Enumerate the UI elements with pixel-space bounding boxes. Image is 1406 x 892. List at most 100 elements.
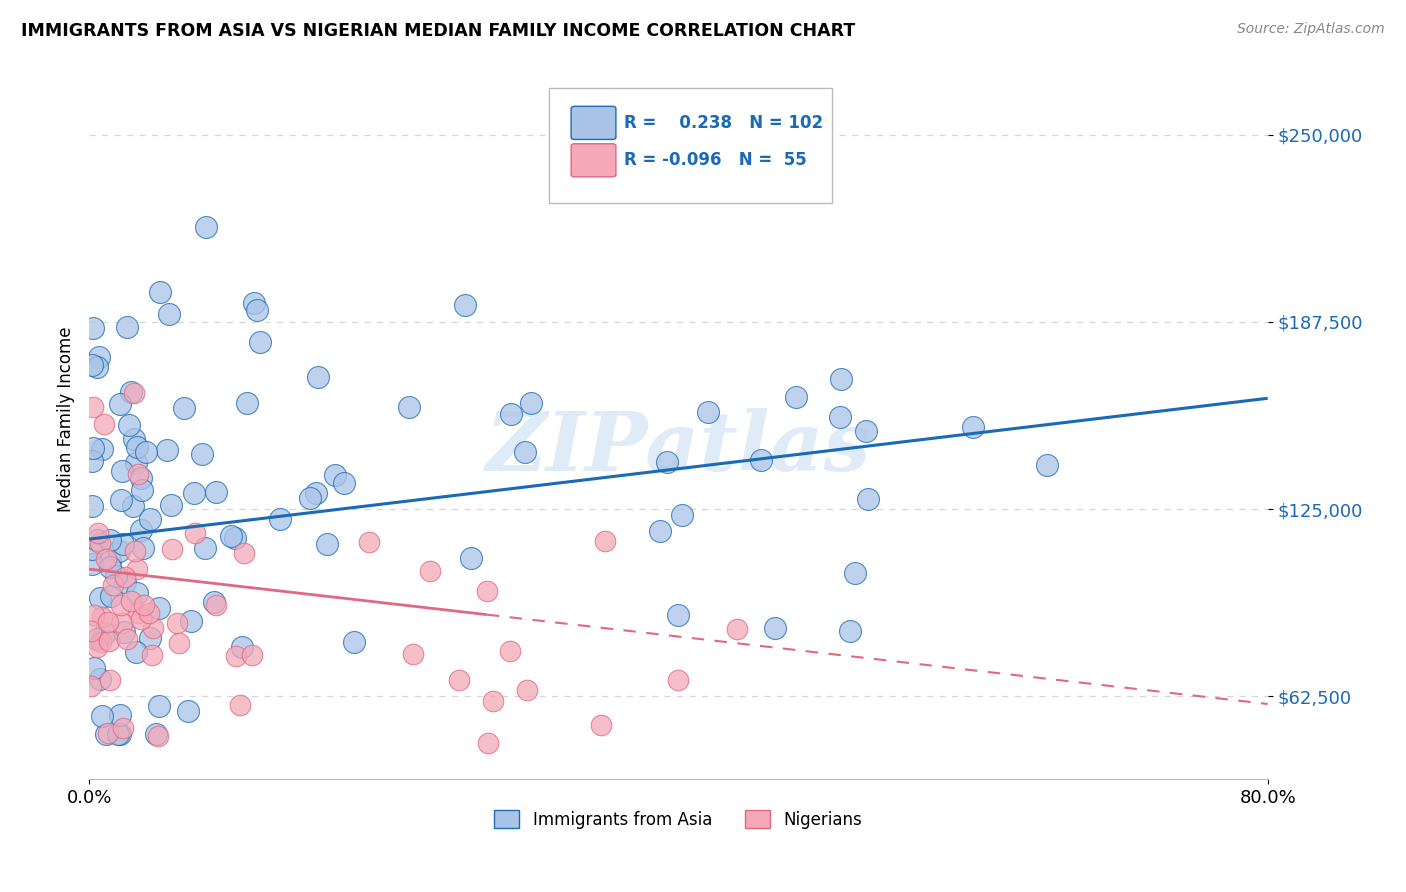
Point <box>666 673 689 687</box>
Point <box>146 729 169 743</box>
Point <box>149 285 172 299</box>
Legend: Immigrants from Asia, Nigerians: Immigrants from Asia, Nigerians <box>488 804 869 835</box>
Point <box>86 640 108 654</box>
Point <box>194 541 217 555</box>
Point <box>183 526 205 541</box>
Point <box>108 727 131 741</box>
Point <box>763 621 786 635</box>
Point <box>86 632 108 646</box>
Point <box>110 615 132 630</box>
Text: IMMIGRANTS FROM ASIA VS NIGERIAN MEDIAN FAMILY INCOME CORRELATION CHART: IMMIGRANTS FROM ASIA VS NIGERIAN MEDIAN … <box>21 22 855 40</box>
Point <box>110 599 132 613</box>
Point <box>114 575 136 590</box>
Point <box>224 531 246 545</box>
Point <box>127 607 149 621</box>
Point <box>131 483 153 497</box>
Point <box>221 529 243 543</box>
Point <box>107 727 129 741</box>
Point <box>112 537 135 551</box>
Point <box>447 673 470 687</box>
Point <box>785 390 807 404</box>
Y-axis label: Median Family Income: Median Family Income <box>58 326 75 512</box>
Point <box>482 694 505 708</box>
Point <box>89 536 111 550</box>
Point <box>91 610 114 624</box>
Point <box>139 512 162 526</box>
Point <box>299 491 322 505</box>
Point <box>86 533 108 547</box>
Point <box>202 595 225 609</box>
Point <box>110 397 132 411</box>
Point <box>160 498 183 512</box>
Point <box>593 533 616 548</box>
Point <box>91 708 114 723</box>
Point <box>89 350 111 364</box>
Point <box>82 454 104 468</box>
Point <box>127 562 149 576</box>
Point <box>233 546 256 560</box>
Point <box>127 467 149 481</box>
Point <box>343 635 366 649</box>
Point <box>190 447 212 461</box>
Point <box>80 359 103 373</box>
Point <box>141 648 163 663</box>
Text: Source: ZipAtlas.com: Source: ZipAtlas.com <box>1237 22 1385 37</box>
Point <box>127 585 149 599</box>
Point <box>205 485 228 500</box>
Point <box>655 455 678 469</box>
Point <box>98 559 121 574</box>
Point <box>962 419 984 434</box>
Point <box>229 698 252 712</box>
Point <box>858 492 880 507</box>
Point <box>453 298 475 312</box>
Point <box>156 442 179 457</box>
Point <box>499 644 522 658</box>
Point <box>122 499 145 513</box>
Point <box>240 648 263 662</box>
Point <box>132 541 155 555</box>
Point <box>112 722 135 736</box>
Point <box>650 524 672 539</box>
Point <box>93 625 115 640</box>
Point <box>166 615 188 630</box>
Point <box>173 401 195 415</box>
Point <box>80 499 103 513</box>
Text: ZIPatlas: ZIPatlas <box>485 408 872 488</box>
Point <box>114 569 136 583</box>
Point <box>332 475 354 490</box>
Point <box>80 679 103 693</box>
Point <box>323 467 346 482</box>
Point <box>844 566 866 581</box>
Point <box>269 512 291 526</box>
Point <box>91 442 114 456</box>
FancyBboxPatch shape <box>571 106 616 139</box>
Point <box>117 632 139 647</box>
Point <box>83 660 105 674</box>
Point <box>398 400 420 414</box>
Point <box>138 606 160 620</box>
Point <box>183 485 205 500</box>
Point <box>86 359 108 374</box>
Point <box>148 698 170 713</box>
Point <box>177 704 200 718</box>
Point <box>249 334 271 349</box>
Point <box>125 440 148 454</box>
Point <box>749 453 772 467</box>
Point <box>419 564 441 578</box>
Point <box>104 569 127 583</box>
Point <box>80 541 103 556</box>
Point <box>359 535 381 549</box>
Point <box>129 470 152 484</box>
Point <box>589 717 612 731</box>
Point <box>111 464 134 478</box>
Point <box>82 441 104 455</box>
Point <box>97 615 120 629</box>
Point <box>83 608 105 623</box>
Point <box>139 631 162 645</box>
Point <box>120 594 142 608</box>
Point <box>100 589 122 603</box>
Point <box>666 607 689 622</box>
Point <box>129 611 152 625</box>
Point <box>87 525 110 540</box>
Point <box>89 672 111 686</box>
